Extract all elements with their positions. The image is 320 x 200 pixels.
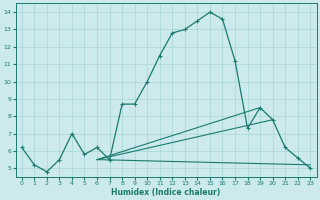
X-axis label: Humidex (Indice chaleur): Humidex (Indice chaleur) [111, 188, 221, 197]
